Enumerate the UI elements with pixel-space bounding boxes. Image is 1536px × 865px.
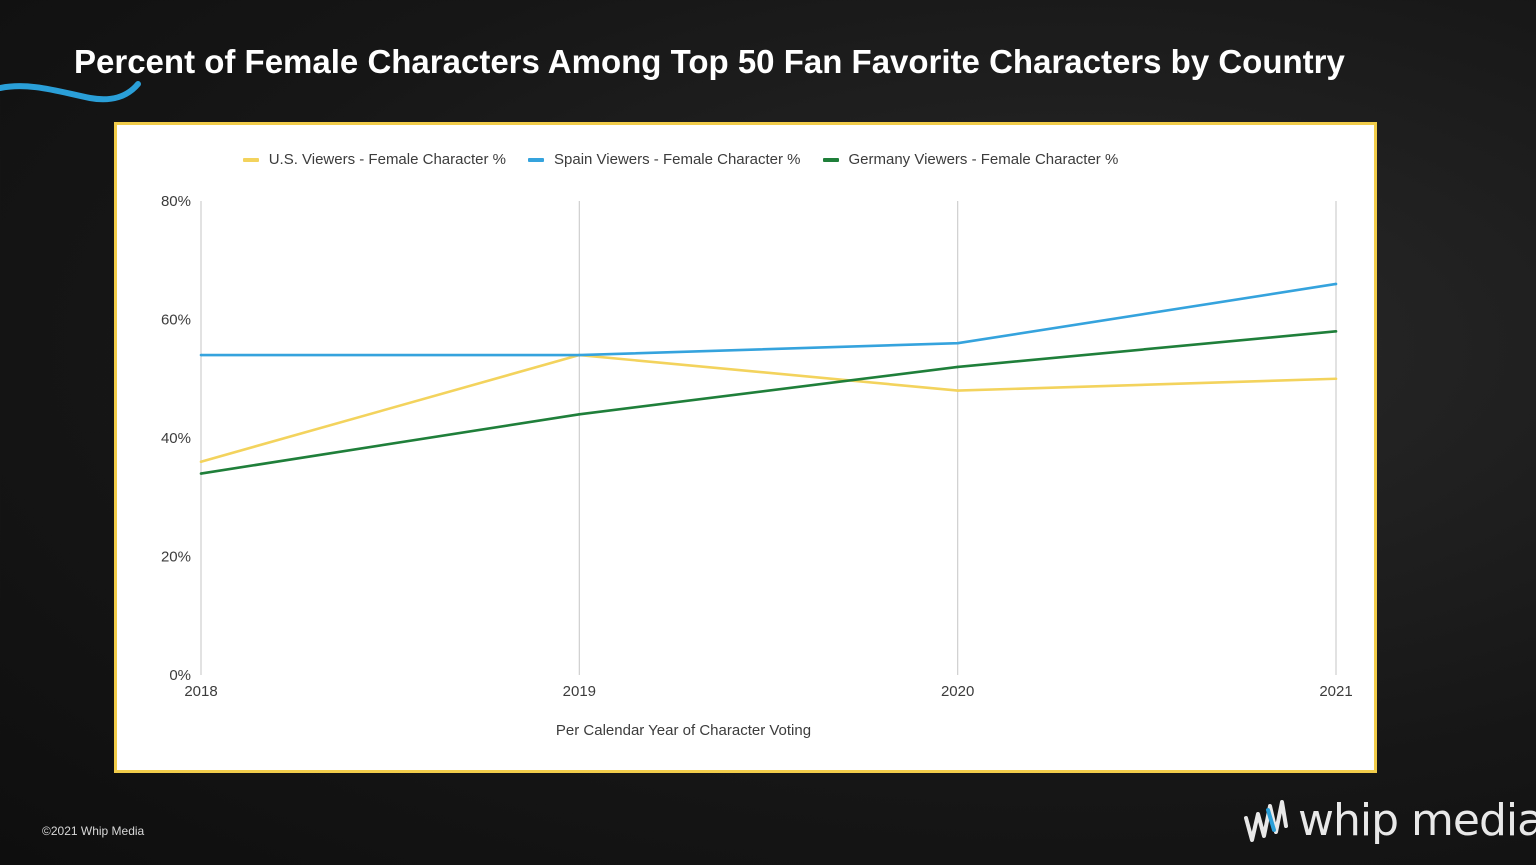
logo-text: whip media: [1298, 795, 1536, 846]
x-tick-label: 2021: [1319, 683, 1352, 700]
data-point: [578, 353, 581, 357]
legend-label: Spain Viewers - Female Character %: [554, 151, 801, 168]
x-axis-label: Per Calendar Year of Character Voting: [556, 722, 811, 739]
series-line-2: [200, 330, 1337, 475]
data-point: [199, 353, 203, 357]
data-point: [1334, 330, 1338, 333]
data-point: [956, 341, 959, 345]
legend-item-0: U.S. Viewers - Female Character %: [242, 151, 506, 168]
chart-legend: U.S. Viewers - Female Character % Spain V…: [117, 151, 1374, 168]
data-point: [956, 389, 959, 392]
legend-swatch: [528, 157, 544, 162]
whip-media-logo: whip media: [1242, 795, 1536, 846]
legend-label: U.S. Viewers - Female Character %: [268, 151, 506, 168]
series-line-1: [201, 282, 1337, 357]
data-point: [1334, 282, 1338, 286]
y-tick-label: 80%: [161, 193, 191, 210]
y-tick-label: 40%: [161, 430, 191, 447]
y-tick-label: 0%: [169, 667, 191, 684]
legend-swatch: [822, 157, 839, 162]
data-point: [1334, 377, 1338, 381]
page-title: Percent of Female Characters Among Top 5…: [74, 43, 1345, 80]
y-tick-label: 60%: [161, 312, 191, 329]
x-tick-label: 2020: [941, 683, 974, 700]
data-point: [578, 413, 581, 416]
data-point: [956, 365, 959, 369]
x-tick-label: 2018: [184, 683, 217, 700]
legend-swatch: [242, 157, 259, 162]
series-line-0: [200, 353, 1337, 463]
line-chart: 0% 20% 40% 60% 80% 2018 2019 2020 2021 Per Calend…: [161, 193, 1353, 739]
y-tick-label: 20%: [161, 549, 191, 566]
legend-item-2: Germany Viewers - Female Character %: [822, 151, 1119, 168]
x-tick-label: 2019: [563, 683, 596, 700]
data-point: [199, 472, 203, 475]
swoosh-decoration: [0, 81, 141, 103]
data-point: [199, 460, 203, 464]
chart-frame: U.S. Viewers - Female Character % Spain V…: [114, 122, 1377, 773]
whip-media-logo-icon: [1244, 799, 1288, 842]
copyright-footer: ©2021 Whip Media: [42, 824, 145, 838]
legend-label: Germany Viewers - Female Character %: [848, 151, 1119, 168]
legend-item-1: Spain Viewers - Female Character %: [528, 151, 801, 168]
